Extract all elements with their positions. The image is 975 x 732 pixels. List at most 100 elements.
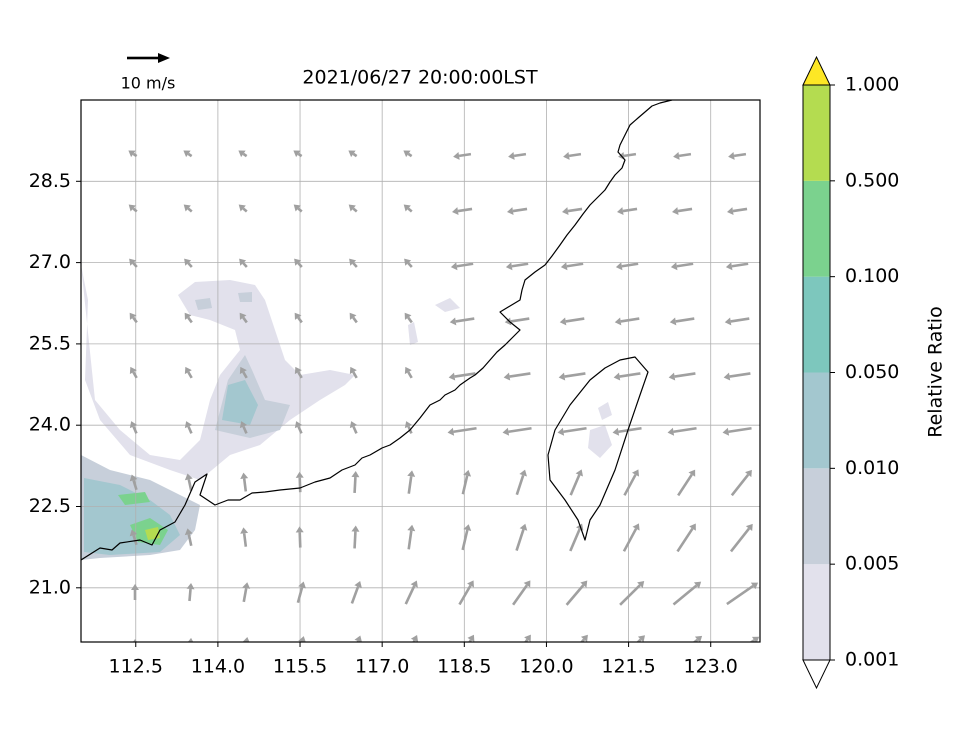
wind-arrow: [621, 262, 639, 268]
y-tick-label: 28.5: [29, 170, 71, 192]
wind-arrow-head: [563, 151, 570, 160]
x-tick-label: 117.0: [355, 656, 409, 678]
wind-arrow-head: [447, 427, 455, 436]
wind-arrow-head: [293, 204, 301, 212]
wind-arrow: [677, 207, 693, 213]
wind-arrow: [188, 588, 192, 602]
wind-arrow-head: [403, 150, 411, 158]
wind-arrow: [674, 372, 696, 378]
wind-arrow: [298, 477, 302, 493]
wind-arrow-head: [580, 580, 588, 588]
wind-arrow-head: [133, 639, 137, 642]
wind-arrow: [512, 584, 528, 606]
wind-arrow-head: [450, 262, 458, 271]
wind-arrow-head: [294, 366, 302, 375]
wind-arrow-head: [751, 636, 760, 642]
wind-arrow: [296, 586, 304, 604]
colorbar-tick-label: 0.050: [845, 361, 899, 383]
wind-arrow-head: [129, 366, 137, 375]
wind-arrow: [132, 207, 138, 213]
contour-1c: [195, 292, 252, 310]
x-tick-label: 115.5: [273, 656, 327, 678]
wind-arrow: [566, 262, 584, 268]
wind-arrow: [242, 426, 248, 434]
wind-arrow-head: [467, 580, 474, 588]
wind-arrow: [242, 371, 248, 379]
wind-arrow: [513, 152, 527, 158]
wind-arrow-head: [295, 471, 304, 478]
coast-mainland: [81, 100, 673, 561]
wind-arrow-head: [354, 580, 362, 588]
wind-arrow-head: [298, 636, 306, 642]
wind-arrow: [731, 262, 749, 268]
colorbar-tick-label: 0.001: [845, 649, 899, 671]
wind-arrow-head: [524, 634, 531, 642]
wind-arrow-head: [750, 582, 759, 590]
wind-arrow-head: [688, 469, 696, 477]
wind-arrow: [678, 152, 692, 158]
wind-arrow: [623, 474, 637, 496]
wind-arrow-head: [519, 469, 527, 477]
wind-arrow-head: [410, 634, 419, 642]
wind-arrow-head: [239, 312, 247, 320]
wind-arrow: [407, 262, 413, 268]
wind-arrow: [676, 527, 694, 553]
wind-arrow: [565, 584, 585, 606]
colorbar-segment: [803, 85, 830, 181]
y-tick-label: 22.5: [29, 495, 71, 517]
wind-arrow-head: [670, 262, 678, 271]
x-tick-label: 118.5: [437, 656, 491, 678]
wind-arrow-head: [238, 150, 246, 158]
wind-arrow-head: [348, 204, 356, 212]
wind-arrow: [242, 478, 248, 492]
wind-arrow-head: [239, 258, 247, 266]
wind-arrow-head: [502, 427, 510, 436]
wind-arrow: [353, 476, 357, 494]
wind-arrow-head: [349, 421, 358, 429]
wind-arrow-head: [404, 366, 412, 375]
wind-arrow: [564, 372, 586, 378]
wind-arrow-head: [523, 580, 531, 588]
wind-arrow-head: [131, 584, 139, 590]
wind-arrow: [242, 262, 248, 268]
wind-arrow-head: [507, 207, 514, 216]
coast-taiwan: [547, 356, 649, 541]
wind-arrow-head: [184, 258, 192, 266]
wind-arrow-head: [632, 469, 640, 477]
wind-arrow-head: [129, 421, 138, 429]
wind-arrow: [567, 207, 583, 213]
wind-arrow: [620, 317, 640, 323]
wind-arrow: [568, 152, 582, 158]
wind-arrow-head: [668, 372, 676, 381]
wind-arrow-head: [667, 427, 675, 436]
wind-arrow-head: [617, 207, 624, 216]
wind-arrow: [726, 584, 754, 606]
wind-arrow-head: [295, 526, 304, 533]
wind-arrow: [297, 262, 303, 268]
wind-arrow-head: [505, 262, 513, 271]
wind-arrow-head: [404, 258, 412, 266]
wind-arrow-head: [632, 523, 640, 531]
wind-arrow-head: [580, 634, 588, 642]
wind-arrow-head: [183, 204, 191, 212]
wind-arrow-head: [410, 580, 418, 588]
wind-arrow-head: [294, 258, 302, 266]
wind-arrow: [461, 475, 469, 495]
colorbar-tick-label: 0.010: [845, 457, 899, 479]
y-tick-label: 21.0: [29, 576, 71, 598]
wind-arrow: [673, 426, 697, 434]
wind-arrow: [187, 316, 193, 324]
contour-0b: [408, 298, 612, 458]
wind-arrow-head: [239, 366, 247, 375]
wind-arrow: [733, 152, 747, 158]
wind-arrow: [509, 372, 531, 378]
wind-arrow-head: [463, 524, 472, 531]
wind-arrow: [132, 479, 138, 491]
colorbar-extension-over: [802, 55, 831, 86]
wind-arrow-head: [722, 427, 730, 436]
wind-arrow-head: [183, 150, 191, 158]
wind-arrow: [511, 262, 529, 268]
wind-arrow: [297, 207, 303, 213]
wind-arrow-head: [503, 372, 511, 381]
wind-arrow: [242, 587, 248, 603]
